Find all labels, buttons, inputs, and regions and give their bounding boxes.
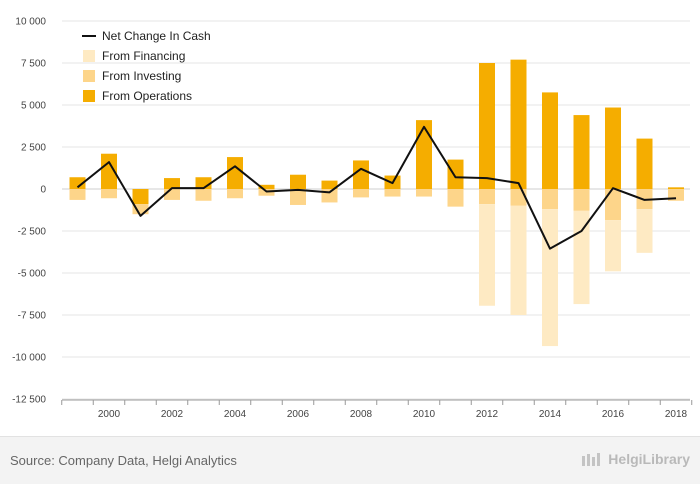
bar-from-investing bbox=[196, 189, 212, 201]
bar-from-investing bbox=[101, 189, 117, 198]
legend-label: From Operations bbox=[102, 89, 192, 103]
y-tick-label: 0 bbox=[40, 185, 46, 196]
x-tick-label: 2006 bbox=[287, 409, 310, 420]
bar-from-investing bbox=[479, 189, 495, 204]
bar-from-operations bbox=[574, 115, 590, 189]
legend-label: Net Change In Cash bbox=[102, 29, 211, 43]
legend-label: From Financing bbox=[102, 49, 185, 63]
bar-from-investing bbox=[574, 189, 590, 211]
bar-from-operations bbox=[605, 108, 621, 189]
x-tick-label: 2004 bbox=[224, 409, 247, 420]
y-tick-label: -7 500 bbox=[18, 311, 47, 322]
x-tick-label: 2002 bbox=[161, 409, 184, 420]
bar-from-investing bbox=[511, 189, 527, 206]
x-tick-label: 2016 bbox=[602, 409, 625, 420]
library-icon bbox=[581, 452, 603, 466]
footer: Source: Company Data, Helgi Analytics He… bbox=[0, 436, 700, 484]
cash-flow-chart: 10 000 7 500 5 000 2 500 0 -2 500 -5 000 -7 500… bbox=[0, 0, 700, 436]
x-tick-label: 2010 bbox=[413, 409, 436, 420]
bar-from-investing bbox=[227, 189, 243, 198]
y-tick-label: -12 500 bbox=[12, 395, 46, 406]
x-tick-label: 2014 bbox=[539, 409, 562, 420]
bar-from-operations bbox=[479, 63, 495, 189]
y-axis-tick-labels: 10 000 7 500 5 000 2 500 0 -2 500 -5 000 -7 500… bbox=[12, 17, 46, 406]
bar-from-operations bbox=[448, 160, 464, 189]
legend: Net Change In Cash From Financing From Inv… bbox=[82, 29, 211, 103]
bar-from-operations bbox=[227, 157, 243, 189]
bar-from-investing bbox=[542, 189, 558, 209]
bar-from-financing bbox=[479, 204, 495, 306]
y-tick-label: -10 000 bbox=[12, 353, 46, 364]
bar-from-operations bbox=[416, 120, 432, 189]
x-tick-label: 2012 bbox=[476, 409, 499, 420]
x-axis: 2000 2002 2004 2006 2008 2010 2012 2014 2016 2018 bbox=[62, 400, 700, 420]
source-text: Source: Company Data, Helgi Analytics bbox=[10, 453, 237, 468]
y-tick-label: 7 500 bbox=[21, 59, 46, 70]
bar-from-financing bbox=[637, 209, 653, 253]
bar-from-investing bbox=[70, 189, 86, 200]
bar-from-financing bbox=[605, 220, 621, 271]
bar-from-financing bbox=[511, 206, 527, 315]
bar-from-investing bbox=[385, 189, 401, 197]
brand-text: HelgiLibrary bbox=[608, 451, 690, 467]
brand-logo: HelgiLibrary bbox=[581, 451, 690, 467]
bar-from-investing bbox=[416, 189, 432, 197]
y-tick-label: -2 500 bbox=[18, 227, 47, 238]
y-tick-label: 5 000 bbox=[21, 101, 46, 112]
bar-from-operations bbox=[353, 160, 369, 189]
y-tick-label: -5 000 bbox=[18, 269, 47, 280]
x-tick-label: 2018 bbox=[665, 409, 688, 420]
bar-from-investing bbox=[448, 189, 464, 207]
legend-swatch bbox=[83, 90, 95, 102]
bar-from-operations bbox=[668, 187, 684, 189]
y-tick-label: 10 000 bbox=[15, 17, 46, 28]
bar-from-investing bbox=[353, 189, 369, 197]
bar-from-investing bbox=[290, 189, 306, 205]
legend-swatch bbox=[83, 50, 95, 62]
legend-swatch bbox=[83, 70, 95, 82]
x-tick-label: 2000 bbox=[98, 409, 121, 420]
legend-label: From Investing bbox=[102, 69, 181, 83]
bar-from-operations bbox=[637, 139, 653, 189]
bar-from-operations bbox=[542, 92, 558, 189]
bar-from-operations bbox=[290, 175, 306, 189]
bar-from-investing bbox=[164, 189, 180, 200]
x-tick-label: 2008 bbox=[350, 409, 373, 420]
bar-from-investing bbox=[605, 189, 621, 220]
bar-from-financing bbox=[542, 209, 558, 346]
y-tick-label: 2 500 bbox=[21, 143, 46, 154]
bar-from-operations bbox=[511, 60, 527, 189]
bar-from-operations bbox=[133, 189, 149, 204]
